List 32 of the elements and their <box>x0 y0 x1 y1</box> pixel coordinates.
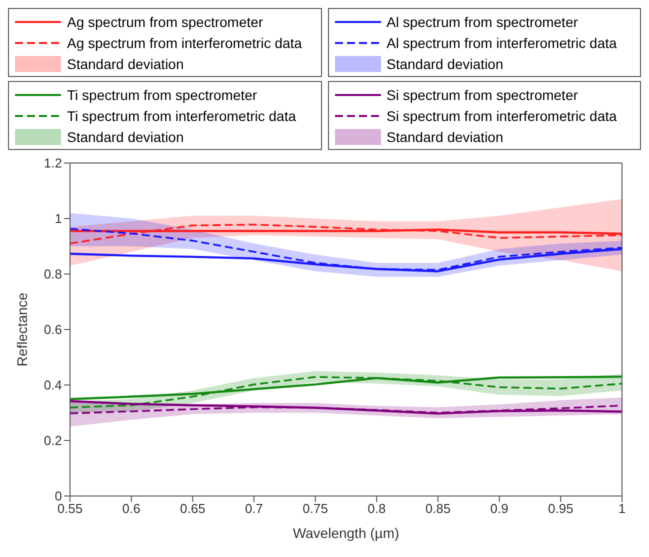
x-tick-label: 0.95 <box>548 501 574 516</box>
legend-label: Ti spectrum from spectrometer <box>67 86 258 102</box>
y-tick-label: 1.2 <box>44 156 62 171</box>
y-axis-title: Reflectance <box>14 292 30 366</box>
legend-label: Ag spectrum from spectrometer <box>67 14 264 30</box>
text: Standard deviation <box>386 128 504 144</box>
y-tick-label: 0.6 <box>44 322 62 338</box>
line-series <box>70 400 622 415</box>
y-tick-label: 1 <box>54 211 62 226</box>
x-tick-label: 0.6 <box>122 501 140 516</box>
x-tick-label: 1 <box>618 501 626 516</box>
legend-label: Al spectrum from spectrometer <box>386 14 578 30</box>
legend-label: Si spectrum from spectrometer <box>386 86 578 102</box>
y-tick-label: 0.8 <box>44 266 62 282</box>
legend-label: Ag spectrum from interferometric data <box>67 34 302 50</box>
y-tick-label: 0.2 <box>44 433 62 448</box>
x-tick-label: 0.7 <box>244 501 264 516</box>
x-tick-label: 0.85 <box>425 501 451 516</box>
x-tick-label: 0.9 <box>490 501 508 516</box>
text: Standard deviation <box>67 128 184 144</box>
y-tick-label: 0 <box>54 488 62 504</box>
x-tick-label: 0.75 <box>302 501 328 516</box>
text: Standard deviation <box>67 56 184 72</box>
text: Standard deviation <box>386 56 504 72</box>
x-axis-title: Wavelength (µm) <box>292 525 400 541</box>
legend-label: Al spectrum from interferometric data <box>386 34 617 50</box>
x-tick-label: 0.8 <box>368 501 386 516</box>
x-tick-label: 0.55 <box>57 501 83 516</box>
y-tick-label: 0.4 <box>44 378 62 393</box>
legend-label: Si spectrum from interferometric data <box>386 108 617 124</box>
legend-label: Ti spectrum from interferometric data <box>67 108 296 124</box>
x-tick-label: 0.65 <box>180 501 206 516</box>
